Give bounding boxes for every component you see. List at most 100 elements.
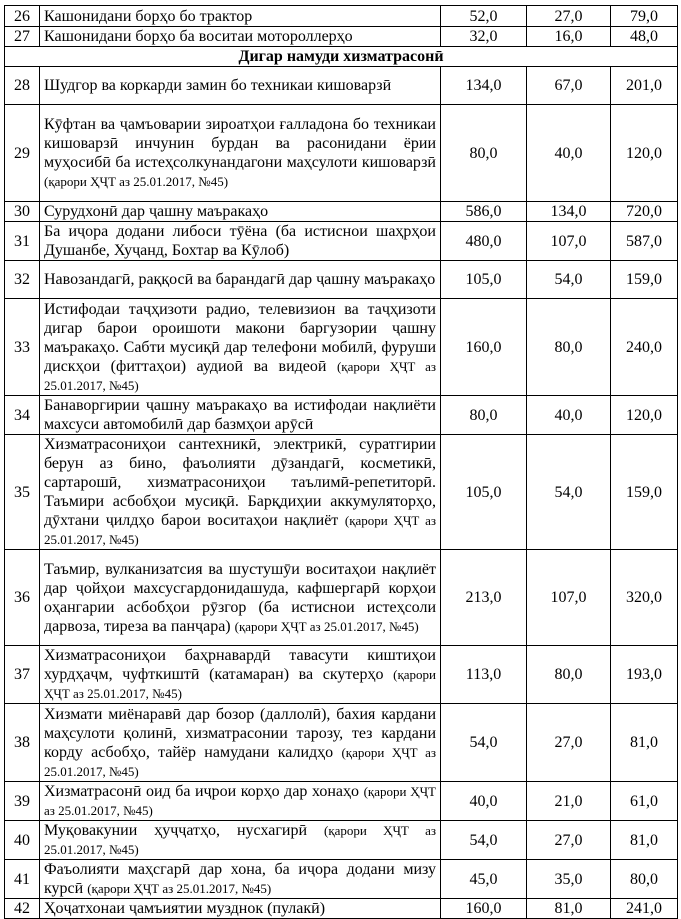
rate-value: 81,0 xyxy=(610,820,678,860)
description: Хизматрасониҳои сантехникӣ, электрикӣ, с… xyxy=(39,434,441,550)
rate-value: 40,0 xyxy=(526,395,611,435)
description-text: Сурудхонӣ дар ҷашну маъракаҳо xyxy=(44,203,269,220)
table-row: 26 Кашонидани борҳо бо трактор 52,0 27,0 79,… xyxy=(4,5,678,27)
description-text: Истифодаи таҷҳизоти радио, телевизион ва… xyxy=(44,300,436,375)
tariff-table: 26 Кашонидани борҳо бо трактор 52,0 27,0 79,… xyxy=(4,5,678,919)
rate-value: 54,0 xyxy=(526,260,611,299)
rate-value: 48,0 xyxy=(610,26,678,47)
rate-value: 40,0 xyxy=(440,781,527,821)
description: Муқовакунии ҳуҷҷатҳо, нусхагирӣ (қарори … xyxy=(39,820,441,860)
rate-value: 80,0 xyxy=(440,104,527,202)
rate-value: 213,0 xyxy=(440,549,527,646)
description-text: Кашонидани борҳо ба воситаи мотороллерҳо xyxy=(44,28,353,45)
table-row: 38 Хизмати миёнаравӣ дар бозор (даллолӣ),… xyxy=(4,703,678,782)
table-row: 41 Фаъолияти маҳсгарӣ дар хона, ба иҷора … xyxy=(4,859,678,899)
row-number: 35 xyxy=(4,434,40,550)
rate-value: 134,0 xyxy=(526,201,611,222)
description-note: (қарори ҲҶТ аз 25.01.2017, №45) xyxy=(44,667,436,701)
row-number: 42 xyxy=(4,898,40,919)
row-number: 29 xyxy=(4,104,40,202)
rate-value: 40,0 xyxy=(526,104,611,202)
description: Навозандагӣ, раққосӣ ва барандагӣ дар ҷа… xyxy=(39,260,441,299)
rate-value: 27,0 xyxy=(526,820,611,860)
rate-value: 27,0 xyxy=(526,5,611,27)
rate-value: 105,0 xyxy=(440,260,527,299)
description-note: (қарори ҲҶТ аз 25.01.2017, №45) xyxy=(44,513,436,547)
row-number: 40 xyxy=(4,820,40,860)
description-text: Кашонидани борҳо бо трактор xyxy=(44,7,253,25)
description-text: Ҳоҷатхонаи ҷамъиятии музднок (пулакӣ) xyxy=(44,900,326,917)
description-text: Хизмати миёнаравӣ дар бозор (даллолӣ), б… xyxy=(44,705,436,761)
rate-value: 54,0 xyxy=(440,703,527,782)
row-number: 26 xyxy=(4,5,40,27)
rate-value: 586,0 xyxy=(440,201,527,222)
row-number: 34 xyxy=(4,395,40,435)
row-number: 36 xyxy=(4,549,40,646)
table-row: 27 Кашонидани борҳо ба воситаи мотороллер… xyxy=(4,26,678,47)
description: Хизматрасониҳои баҳрнавардӣ тавасути киш… xyxy=(39,645,441,704)
rate-value: 54,0 xyxy=(440,820,527,860)
description: Хизмати миёнаравӣ дар бозор (даллолӣ), б… xyxy=(39,703,441,782)
table-row: Дигар намуди хизматрасонӣ xyxy=(4,46,678,67)
table-row: 32 Навозандагӣ, раққосӣ ва барандагӣ дар … xyxy=(4,260,678,299)
description: Кашонидани борҳо ба воситаи мотороллерҳо xyxy=(39,26,441,47)
rate-value: 54,0 xyxy=(526,434,611,550)
rate-value: 16,0 xyxy=(526,26,611,47)
rate-value: 105,0 xyxy=(440,434,527,550)
rate-value: 201,0 xyxy=(610,66,678,105)
rate-value: 81,0 xyxy=(610,703,678,782)
rate-value: 720,0 xyxy=(610,201,678,222)
rate-value: 113,0 xyxy=(440,645,527,704)
description: Ба иҷора додани либоси тӯёна (ба истисно… xyxy=(39,221,441,261)
rate-value: 32,0 xyxy=(440,26,527,47)
description-note: (қарори ҲҶТ аз 25.01.2017, №45) xyxy=(44,744,437,779)
rate-value: 67,0 xyxy=(526,66,611,105)
row-number: 41 xyxy=(4,859,40,899)
table-row: 39 Хизматрасонӣ оид ба иҷрои корҳо дар хо… xyxy=(4,781,678,821)
description: Банаворгирии ҷашну маъракаҳо ва истифода… xyxy=(39,395,441,435)
description-text: Таъмир, вулканизатсия ва шустушӯи восита… xyxy=(44,560,436,635)
rate-value: 21,0 xyxy=(526,781,611,821)
rate-value: 120,0 xyxy=(610,104,678,202)
rate-value: 35,0 xyxy=(526,859,611,899)
rate-value: 193,0 xyxy=(610,645,678,704)
table-row: 29 Кӯфтан ва ҷамъоварии зироатҳои ғалладо… xyxy=(4,104,678,202)
table-row: 33 Истифодаи таҷҳизоти радио, телевизион … xyxy=(4,298,678,396)
description: Кӯфтан ва ҷамъоварии зироатҳои ғалладона… xyxy=(39,104,441,202)
rate-value: 241,0 xyxy=(610,898,678,919)
row-number: 39 xyxy=(4,781,40,821)
table-row: 42 Ҳоҷатхонаи ҷамъиятии музднок (пулакӣ) 1… xyxy=(4,898,678,919)
description: Таъмир, вулканизатсия ва шустушӯи восита… xyxy=(39,549,441,646)
rate-value: 79,0 xyxy=(610,5,678,27)
rate-value: 120,0 xyxy=(610,395,678,435)
description-note: (қарори ҲҶТ аз 25.01.2017, №45) xyxy=(234,618,419,634)
table-body: 26 Кашонидани борҳо бо трактор 52,0 27,0 79,… xyxy=(4,5,678,919)
row-number: 28 xyxy=(4,66,40,105)
description: Истифодаи таҷҳизоти радио, телевизион ва… xyxy=(39,298,441,396)
row-number: 38 xyxy=(4,703,40,782)
description: Шудгор ва коркарди замин бо техникаи киш… xyxy=(39,66,441,105)
description-text: Навозандагӣ, раққосӣ ва барандагӣ дар ҷа… xyxy=(44,271,436,288)
description-note: (қарори ҲҶТ аз 25.01.2017, №45) xyxy=(44,358,437,393)
description-text: Кӯфтан ва ҷамъоварии зироатҳои ғалладона… xyxy=(44,116,436,171)
description-note: (қарори ҲҶТ аз 25.01.2017, №45) xyxy=(44,823,436,857)
description-text: Банаворгирии ҷашну маъракаҳо ва истифода… xyxy=(44,397,436,433)
rate-value: 52,0 xyxy=(440,5,527,27)
row-number: 30 xyxy=(4,201,40,222)
rate-value: 240,0 xyxy=(610,298,678,396)
table-row: 30 Сурудхонӣ дар ҷашну маъракаҳо 586,0 134,… xyxy=(4,201,678,222)
rate-value: 80,0 xyxy=(610,859,678,899)
rate-value: 27,0 xyxy=(526,703,611,782)
table-row: 28 Шудгор ва коркарди замин бо техникаи к… xyxy=(4,66,678,105)
section-header: Дигар намуди хизматрасонӣ xyxy=(4,46,678,67)
description: Сурудхонӣ дар ҷашну маъракаҳо xyxy=(39,201,441,222)
rate-value: 107,0 xyxy=(526,549,611,646)
rate-value: 134,0 xyxy=(440,66,527,105)
description-note: (қарори ҲҶТ аз 25.01.2017, №45) xyxy=(87,881,272,896)
rate-value: 160,0 xyxy=(440,298,527,396)
rate-value: 61,0 xyxy=(610,781,678,821)
rate-value: 159,0 xyxy=(610,260,678,299)
rate-value: 45,0 xyxy=(440,859,527,899)
description-text: Хизматрасониҳои сантехникӣ, электрикӣ, с… xyxy=(44,436,436,529)
